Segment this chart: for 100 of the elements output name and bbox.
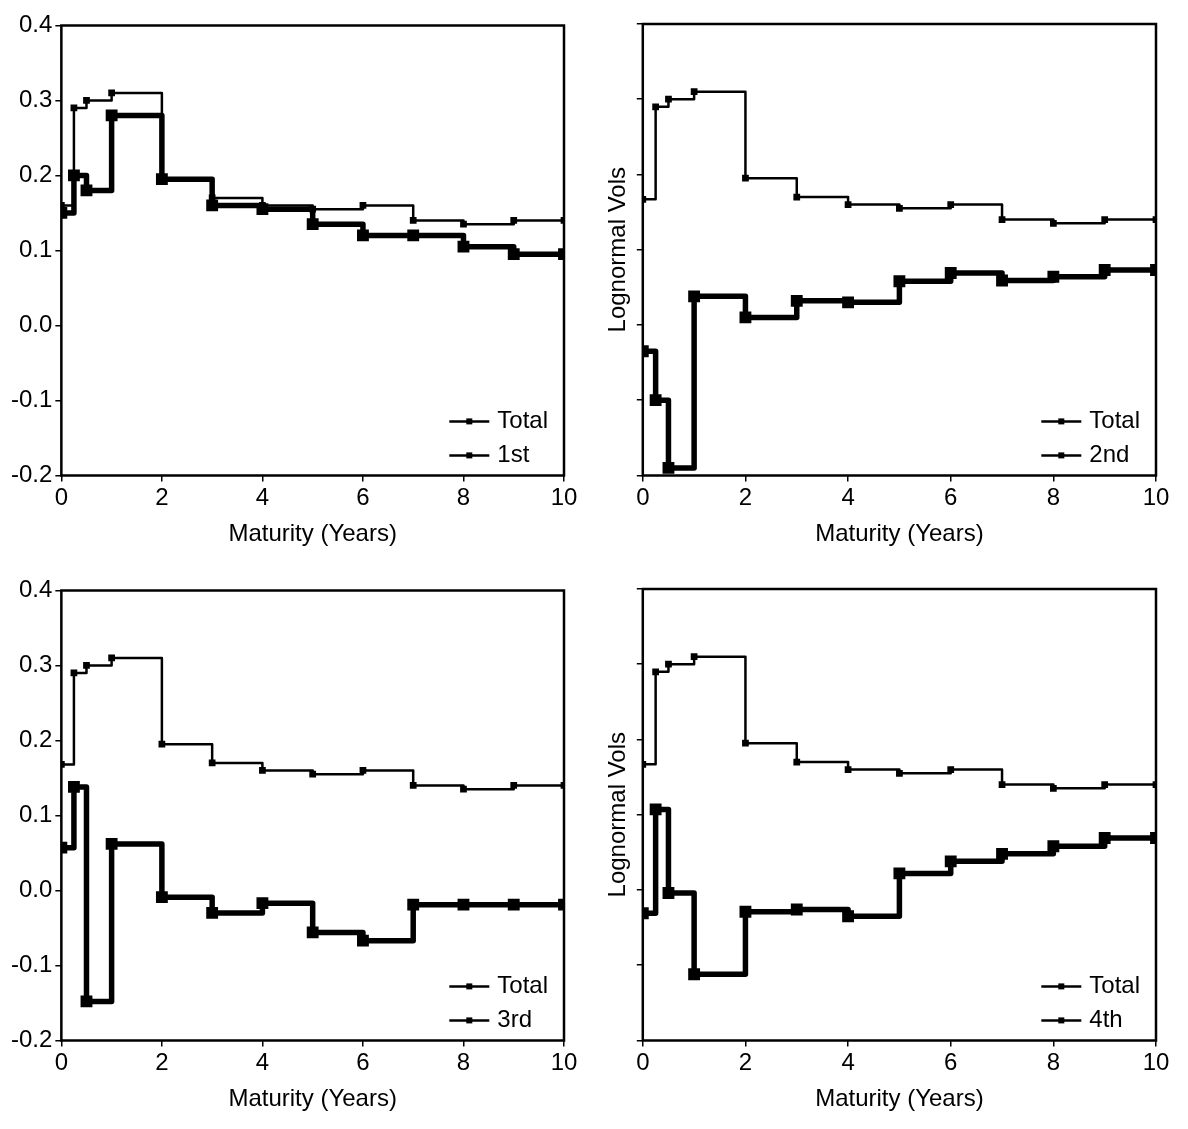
point bbox=[460, 785, 467, 793]
x-tick-label: 4 bbox=[255, 1048, 270, 1076]
point bbox=[457, 898, 470, 911]
x-axis-title: Maturity (Years) bbox=[228, 1084, 397, 1112]
point bbox=[996, 274, 1008, 287]
y-tick-label: 0.1 bbox=[18, 235, 53, 263]
y-tick-label: 0.4 bbox=[18, 10, 53, 38]
point bbox=[1098, 264, 1111, 276]
point bbox=[944, 855, 957, 868]
point bbox=[1047, 840, 1060, 853]
point bbox=[739, 311, 752, 324]
y-tick-label: 0.2 bbox=[18, 160, 53, 188]
point bbox=[742, 174, 749, 182]
point bbox=[947, 766, 955, 773]
legend-label: 4th bbox=[1089, 1005, 1123, 1033]
point bbox=[690, 88, 698, 96]
y-tick-label: 0.3 bbox=[18, 650, 53, 678]
x-tick-label: 2 bbox=[155, 1048, 169, 1076]
point bbox=[652, 668, 659, 676]
point bbox=[790, 903, 803, 916]
point bbox=[155, 891, 168, 904]
point bbox=[70, 104, 78, 112]
point bbox=[944, 267, 957, 279]
x-tick-label: 0 bbox=[54, 483, 69, 511]
x-tick-label: 2 bbox=[738, 1048, 753, 1076]
point bbox=[662, 461, 675, 474]
point bbox=[793, 758, 801, 766]
legend-label: Total bbox=[1089, 406, 1141, 434]
point bbox=[665, 95, 672, 103]
point bbox=[893, 275, 906, 288]
point bbox=[359, 202, 367, 209]
x-tick-label: 8 bbox=[1046, 483, 1061, 511]
point bbox=[80, 184, 93, 197]
point bbox=[108, 654, 115, 662]
point bbox=[1101, 216, 1109, 223]
point bbox=[457, 240, 470, 253]
x-tick-label: 10 bbox=[1142, 483, 1170, 511]
point bbox=[665, 660, 672, 668]
point bbox=[407, 898, 420, 911]
legend-label: 2nd bbox=[1089, 440, 1130, 468]
x-tick-label: 10 bbox=[550, 483, 578, 511]
point bbox=[409, 217, 417, 224]
y-tick-label: 0.0 bbox=[18, 875, 53, 903]
x-axis-title: Maturity (Years) bbox=[228, 519, 397, 547]
point bbox=[793, 193, 801, 201]
y-tick-label: 0.0 bbox=[18, 310, 53, 338]
point bbox=[80, 995, 93, 1008]
point bbox=[259, 767, 266, 774]
x-tick-label: 0 bbox=[636, 483, 650, 511]
x-tick-label: 8 bbox=[456, 1048, 471, 1076]
point bbox=[206, 199, 219, 212]
y-tick-label: -0.2 bbox=[11, 460, 53, 488]
point bbox=[1049, 220, 1057, 227]
point bbox=[947, 201, 955, 208]
point bbox=[357, 229, 369, 242]
point bbox=[309, 205, 317, 213]
point bbox=[842, 296, 855, 309]
point bbox=[409, 782, 417, 789]
point bbox=[998, 781, 1006, 788]
point bbox=[742, 739, 749, 747]
point bbox=[896, 769, 903, 777]
point bbox=[105, 837, 118, 850]
point bbox=[206, 906, 219, 919]
point bbox=[359, 767, 367, 774]
point bbox=[83, 97, 90, 104]
point bbox=[1101, 781, 1109, 788]
point bbox=[510, 217, 518, 224]
point bbox=[1047, 270, 1060, 283]
point bbox=[739, 905, 752, 918]
point bbox=[688, 290, 701, 303]
x-tick-label: 4 bbox=[841, 1048, 855, 1076]
point bbox=[306, 218, 319, 231]
point bbox=[1049, 785, 1057, 792]
y-tick-label: -0.1 bbox=[11, 950, 53, 978]
point bbox=[309, 770, 317, 778]
x-axis-title: Maturity (Years) bbox=[815, 1084, 984, 1112]
point bbox=[158, 740, 166, 748]
y-tick-label: 0.4 bbox=[18, 575, 53, 603]
point bbox=[790, 294, 803, 307]
x-tick-label: 0 bbox=[54, 1048, 69, 1076]
legend-label: Total bbox=[1089, 971, 1141, 999]
x-tick-label: 2 bbox=[155, 483, 169, 511]
x-tick-label: 10 bbox=[550, 1048, 578, 1076]
point bbox=[996, 847, 1008, 860]
x-tick-label: 6 bbox=[944, 483, 958, 511]
point bbox=[507, 898, 520, 911]
x-tick-label: 6 bbox=[356, 483, 370, 511]
point bbox=[842, 910, 855, 923]
point bbox=[407, 229, 420, 242]
y-tick-label: -0.1 bbox=[11, 385, 53, 413]
point bbox=[306, 926, 319, 939]
y-tick-label: 0.3 bbox=[18, 85, 53, 113]
y-axis-title: Lognormal Vols bbox=[603, 731, 631, 898]
point bbox=[690, 653, 698, 661]
point bbox=[844, 766, 852, 773]
point bbox=[896, 204, 903, 212]
point bbox=[649, 803, 662, 816]
point bbox=[649, 394, 662, 407]
x-tick-label: 10 bbox=[1142, 1048, 1170, 1076]
point bbox=[507, 248, 520, 261]
